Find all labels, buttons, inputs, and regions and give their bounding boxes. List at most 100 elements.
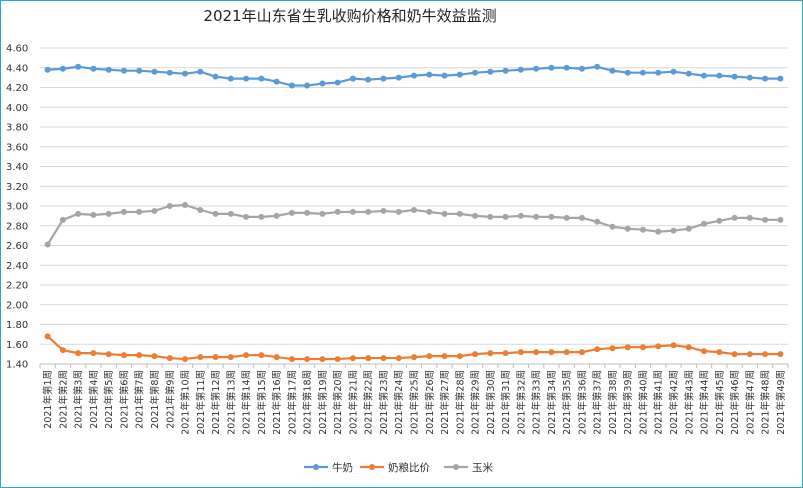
data-point xyxy=(578,349,585,356)
y-tick-label: 3.80 xyxy=(6,123,28,134)
y-tick-label: 4.20 xyxy=(6,83,28,94)
data-point xyxy=(517,212,524,219)
x-tick-label: 2021年第34周 xyxy=(546,370,558,435)
data-point xyxy=(151,207,158,214)
x-tick-label: 2021年第48周 xyxy=(760,370,772,435)
y-tick-label: 3.00 xyxy=(6,202,28,213)
x-tick-label: 2021年第44周 xyxy=(699,370,711,435)
x-tick-label: 2021年第6周 xyxy=(118,370,130,429)
data-point xyxy=(517,349,524,356)
x-tick-label: 2021年第27周 xyxy=(439,370,451,435)
chart-title: 2021年山东省生乳收购价格和奶牛效益监测 xyxy=(203,7,497,25)
data-point xyxy=(746,74,753,81)
x-tick-label: 2021年第22周 xyxy=(363,370,375,435)
data-point xyxy=(136,208,143,215)
y-tick-label: 3.60 xyxy=(6,142,28,153)
data-point xyxy=(411,72,417,79)
y-tick-label: 1.40 xyxy=(6,360,28,371)
data-point xyxy=(334,356,341,363)
data-point xyxy=(578,65,585,72)
x-tick-label: 2021年第40周 xyxy=(637,370,649,435)
data-point xyxy=(731,73,738,80)
x-tick-label: 2021年第4周 xyxy=(88,370,100,429)
data-point xyxy=(472,69,479,76)
data-point xyxy=(533,349,540,356)
data-point xyxy=(120,208,127,215)
data-point xyxy=(212,354,219,361)
x-tick-label: 2021年第1周 xyxy=(42,370,54,429)
data-point xyxy=(243,213,250,220)
data-point xyxy=(411,354,417,361)
y-tick-label: 3.40 xyxy=(6,162,28,173)
data-point xyxy=(105,210,112,217)
data-point xyxy=(90,350,97,357)
data-point xyxy=(563,64,570,71)
y-tick-label: 2.60 xyxy=(6,241,28,252)
y-tick-label: 4.40 xyxy=(6,63,28,74)
data-point xyxy=(105,351,112,358)
data-point xyxy=(273,212,280,219)
data-point xyxy=(136,67,143,74)
data-point xyxy=(731,214,738,221)
y-tick-label: 2.80 xyxy=(6,221,28,232)
data-point xyxy=(426,353,433,360)
x-tick-label: 2021年第38周 xyxy=(607,370,619,435)
data-point xyxy=(594,218,601,225)
data-point xyxy=(182,70,189,77)
x-tick-label: 2021年第24周 xyxy=(393,370,405,435)
data-point xyxy=(670,68,677,75)
data-point xyxy=(609,223,616,230)
data-point xyxy=(319,80,326,87)
data-point xyxy=(59,216,66,223)
x-tick-label: 2021年第39周 xyxy=(622,370,634,435)
data-point xyxy=(716,349,723,356)
data-point xyxy=(548,64,555,71)
data-point xyxy=(395,208,402,215)
x-tick-label: 2021年第45周 xyxy=(714,370,726,435)
data-point xyxy=(136,352,143,359)
legend: 牛奶 奶粮比价 玉米 xyxy=(304,461,493,474)
series-lines xyxy=(44,63,784,363)
data-point xyxy=(670,342,677,349)
data-point xyxy=(655,343,662,350)
data-point xyxy=(304,209,311,216)
data-point xyxy=(594,346,601,353)
data-point xyxy=(212,210,219,217)
data-point xyxy=(380,207,387,214)
data-point xyxy=(197,206,204,213)
data-point xyxy=(609,345,616,352)
data-point xyxy=(319,356,326,363)
data-point xyxy=(319,210,326,217)
data-point xyxy=(777,216,784,223)
data-point xyxy=(365,355,372,362)
x-tick-label: 2021年第2周 xyxy=(57,370,69,429)
data-point xyxy=(731,351,738,358)
data-point xyxy=(548,213,555,220)
data-point xyxy=(182,356,189,363)
data-point xyxy=(120,67,127,74)
data-point xyxy=(746,351,753,358)
legend-swatch-marker xyxy=(313,464,319,470)
data-point xyxy=(701,220,708,227)
data-point xyxy=(487,68,494,75)
data-point xyxy=(685,70,692,77)
x-tick-label: 2021年第7周 xyxy=(134,370,146,429)
data-point xyxy=(243,352,250,359)
x-tick-label: 2021年第23周 xyxy=(378,370,390,435)
data-point xyxy=(533,213,540,220)
data-point xyxy=(456,71,463,78)
x-tick-label: 2021年第11周 xyxy=(195,370,207,435)
x-tick-label: 2021年第46周 xyxy=(729,370,741,435)
x-tick-label: 2021年第47周 xyxy=(744,370,756,435)
data-point xyxy=(288,356,295,363)
data-point xyxy=(624,344,631,351)
data-point xyxy=(304,82,311,89)
data-point xyxy=(334,79,341,86)
x-tick-label: 2021年第35周 xyxy=(561,370,573,435)
data-point xyxy=(701,348,708,355)
data-point xyxy=(349,208,356,215)
data-point xyxy=(182,202,189,209)
data-point xyxy=(44,241,51,248)
